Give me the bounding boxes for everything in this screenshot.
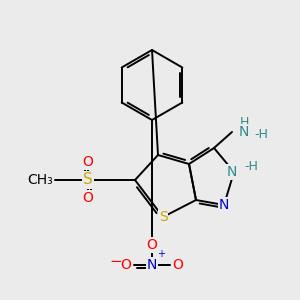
Text: O: O (82, 191, 93, 205)
Text: N: N (219, 198, 229, 212)
Text: CH₃: CH₃ (27, 173, 53, 187)
Text: O: O (147, 238, 158, 252)
Text: −: − (110, 254, 122, 268)
Text: N: N (227, 165, 237, 179)
Text: O: O (121, 258, 131, 272)
Text: N: N (147, 258, 157, 272)
Text: +: + (157, 249, 165, 259)
Text: S: S (83, 172, 93, 188)
Text: O: O (172, 258, 183, 272)
Text: H: H (239, 116, 249, 128)
Text: -H: -H (244, 160, 258, 173)
Text: N: N (239, 125, 249, 139)
Text: O: O (82, 155, 93, 169)
Text: -H: -H (254, 128, 268, 140)
Text: S: S (159, 210, 167, 224)
